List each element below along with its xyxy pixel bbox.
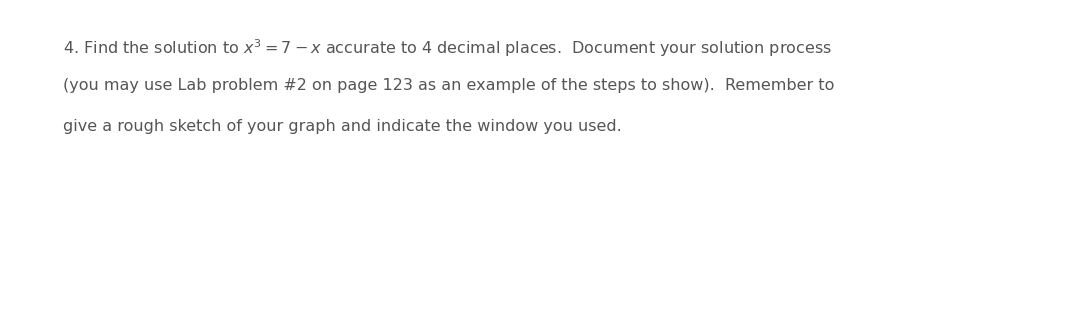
Text: give a rough sketch of your graph and indicate the window you used.: give a rough sketch of your graph and in… (63, 119, 621, 134)
Text: (you may use Lab problem #2 on page 123 as an example of the steps to show).  Re: (you may use Lab problem #2 on page 123 … (63, 78, 834, 93)
Text: 4. Find the solution to $x^3 = 7 - x$ accurate to 4 decimal places.  Document yo: 4. Find the solution to $x^3 = 7 - x$ ac… (63, 38, 832, 59)
